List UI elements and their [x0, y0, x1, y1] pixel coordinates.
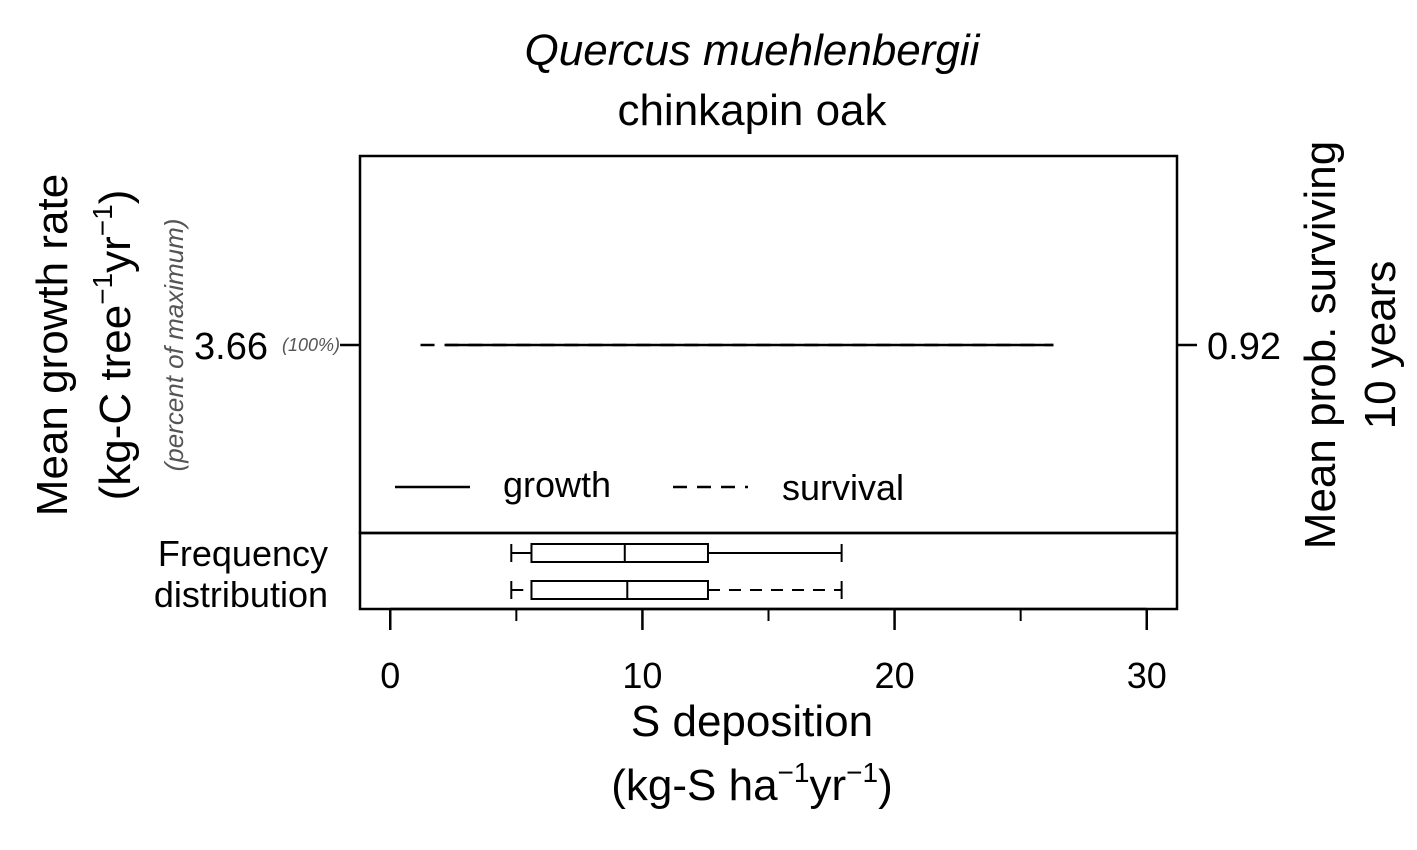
- boxplots: [510, 543, 843, 600]
- left-y-axis-title-line1: Mean growth rate: [28, 174, 77, 516]
- frequency-panel-frame: [358, 531, 1179, 611]
- x-tick-label: 0: [380, 655, 400, 696]
- left-y-axis-title-line2: (kg-C tree−1yr−1): [87, 190, 140, 501]
- x-axis-title-line1: S deposition: [631, 697, 873, 746]
- legend-growth-label: growth: [503, 464, 611, 505]
- left-y-tick-percent: (100%): [282, 335, 340, 355]
- x-axis-title-line2: (kg-S ha−1yr−1): [611, 757, 892, 810]
- legend-survival-label: survival: [782, 467, 904, 508]
- frequency-label-line1: Frequency: [158, 533, 328, 574]
- x-tick-label: 30: [1127, 655, 1167, 696]
- boxplot-box: [530, 543, 709, 563]
- chart-subtitle: chinkapin oak: [617, 86, 887, 135]
- x-tick-label: 10: [622, 655, 662, 696]
- x-tick-label: 20: [875, 655, 915, 696]
- right-y-tick-label: 0.92: [1207, 326, 1281, 368]
- left-y-tick-label: 3.66: [194, 326, 268, 368]
- x-axis: 0 10 20 30: [380, 607, 1167, 696]
- left-y-axis-note: (percent of maximum): [159, 219, 189, 472]
- frequency-label-line2: distribution: [154, 574, 328, 615]
- right-y-axis-title-line2: 10 years: [1356, 261, 1405, 430]
- chart-title: Quercus muehlenbergii: [525, 26, 981, 75]
- boxplot-box: [530, 580, 709, 600]
- right-y-axis-title-line1: Mean prob. surviving: [1296, 141, 1345, 549]
